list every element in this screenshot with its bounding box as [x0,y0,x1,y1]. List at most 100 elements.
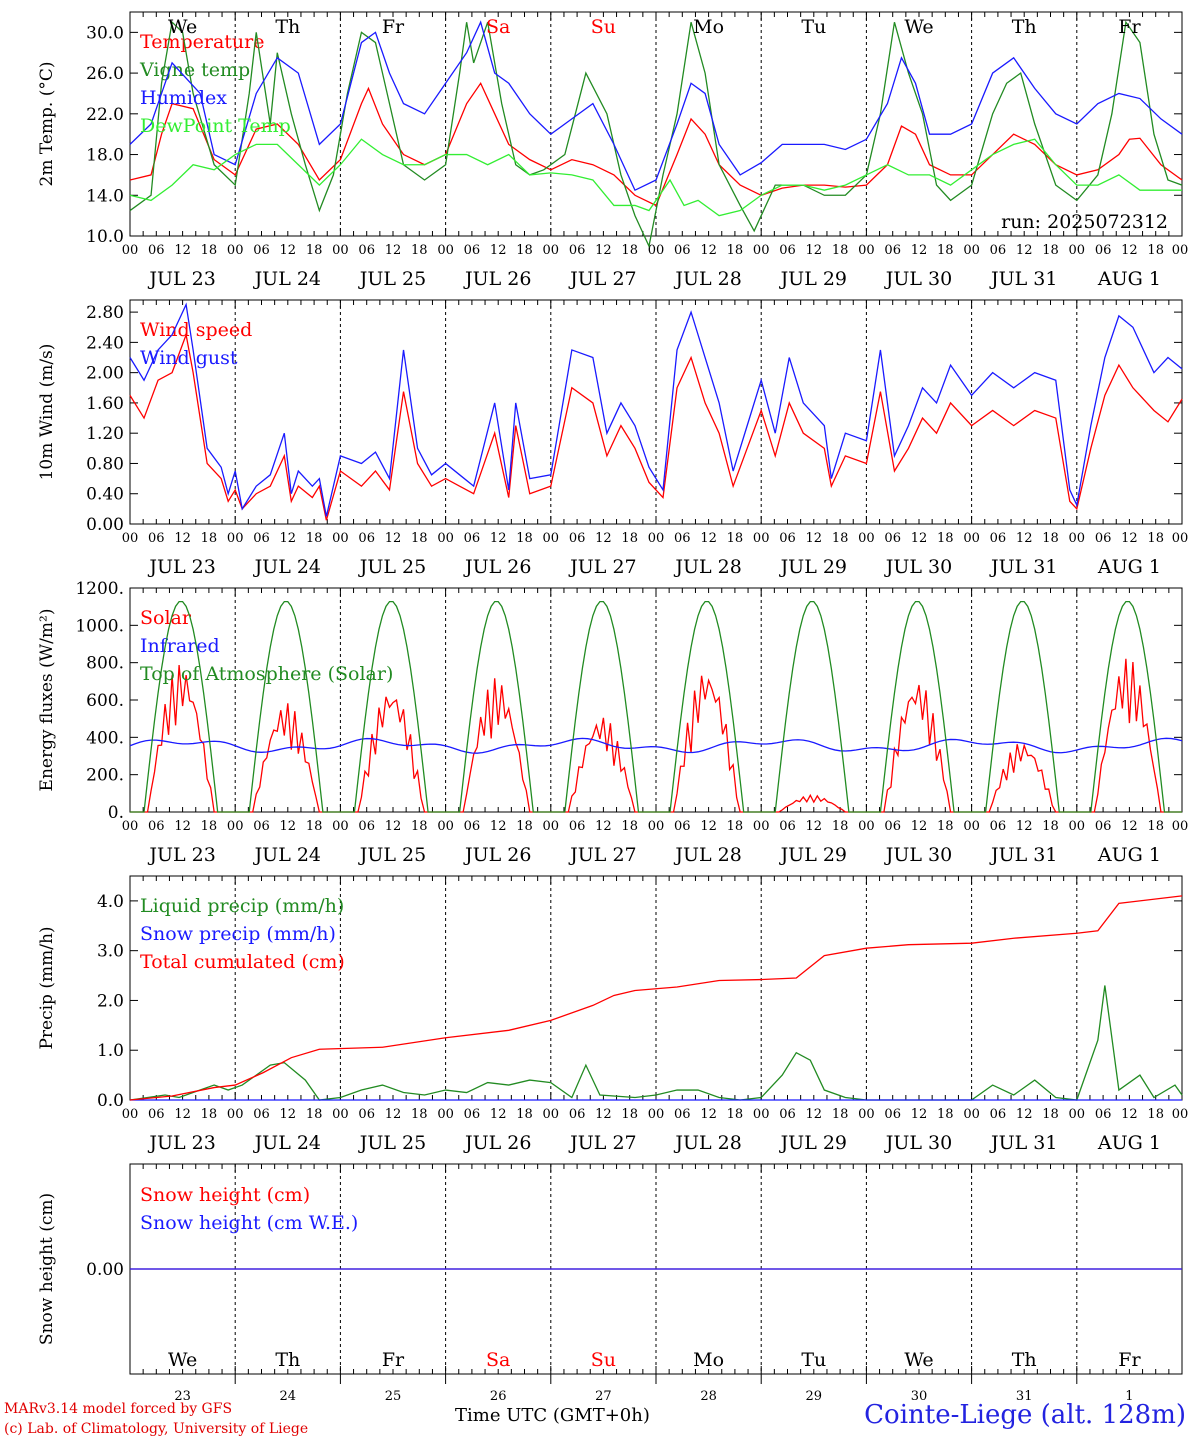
legend-entry: DewPoint Temp [140,115,291,137]
x-hour-label: 06 [990,819,1007,834]
x-hour-label: 18 [516,1107,533,1122]
x-date-label: JUL 24 [253,844,321,866]
legend-entry: Infrared [140,635,220,657]
x-hour-label: 12 [385,1107,402,1122]
series-line-top-of-atmosphere-solar- [130,601,1182,813]
x-hour-label: 00 [543,1107,560,1122]
x-date-label: JUL 27 [568,268,636,290]
x-hour-label: 18 [201,819,218,834]
x-hour-label: 06 [253,1107,270,1122]
x-hour-label: 00 [963,1107,980,1122]
day-name-bottom: Th [1012,1349,1037,1371]
x-date-label: JUL 28 [673,268,741,290]
x-hour-label: 18 [411,1107,428,1122]
x-hour-label: 06 [884,243,901,258]
x-date-label: JUL 30 [884,844,952,866]
x-hour-label: 12 [174,1107,191,1122]
day-number: 30 [911,1389,928,1404]
y-tick-label: 14.0 [86,186,124,206]
legend-entry: Temperature [140,31,264,53]
x-hour-label: 12 [595,243,612,258]
x-hour-label: 06 [884,1107,901,1122]
x-hour-label: 00 [122,531,139,546]
x-hour-label: 12 [1016,531,1033,546]
x-hour-label: 18 [1147,531,1164,546]
y-tick-label: 4.0 [97,892,124,912]
x-hour-label: 00 [648,1107,665,1122]
y-tick-label: 1000. [75,616,124,636]
x-hour-label: 00 [437,1107,454,1122]
day-name-top: We [904,16,933,38]
x-date-label: JUL 23 [147,556,215,578]
x-hour-label: 06 [990,531,1007,546]
x-date-label: JUL 31 [989,1132,1057,1154]
day-name-bottom: Su [591,1349,616,1371]
legend-entry: Vigne temp [139,59,250,81]
x-hour-label: 06 [674,243,691,258]
x-date-label: JUL 23 [147,1132,215,1154]
y-tick-label: 0.40 [86,485,124,505]
x-date-label: JUL 29 [779,844,847,866]
x-hour-label: 00 [1172,1107,1189,1122]
legend-entry: Solar [140,607,192,629]
legend-entry: Wind gust [140,347,238,369]
x-date-label: JUL 29 [779,1132,847,1154]
x-date-label: AUG 1 [1097,844,1161,866]
x-hour-label: 00 [753,1107,770,1122]
footer-credits: MARv3.14 model forced by GFS (c) Lab. of… [4,1399,308,1439]
plot-frame [129,587,1183,813]
x-hour-label: 18 [1147,819,1164,834]
x-hour-label: 00 [1069,819,1086,834]
x-hour-label: 06 [253,819,270,834]
series-line-wind-speed [129,332,1183,521]
x-hour-label: 18 [1042,1107,1059,1122]
x-hour-label: 12 [490,1107,507,1122]
x-hour-label: 18 [1042,531,1059,546]
legend-entry: Snow height (cm) [140,1184,310,1206]
y-tick-label: 0. [108,803,124,823]
x-hour-label: 12 [280,1107,297,1122]
y-tick-label: 1.0 [97,1041,124,1061]
y-tick-label: 10.0 [86,227,124,247]
x-hour-label: 00 [437,243,454,258]
x-date-label: JUL 30 [884,556,952,578]
x-hour-label: 06 [148,243,165,258]
x-hour-label: 00 [1172,819,1189,834]
x-hour-label: 18 [201,531,218,546]
y-tick-label: 0.80 [86,454,124,474]
y-tick-label: 18.0 [86,146,124,166]
x-hour-label: 06 [148,819,165,834]
x-hour-label: 12 [280,243,297,258]
x-hour-label: 12 [700,243,717,258]
x-hour-label: 00 [227,819,244,834]
x-hour-label: 12 [280,819,297,834]
x-date-label: AUG 1 [1097,268,1161,290]
x-hour-label: 06 [358,243,375,258]
run-label: run: 2025072312 [1001,211,1168,233]
x-hour-label: 18 [1042,243,1059,258]
legend-entry: Snow height (cm W.E.) [140,1212,358,1234]
x-hour-label: 00 [753,531,770,546]
x-hour-label: 12 [1121,819,1138,834]
x-hour-label: 18 [201,243,218,258]
y-tick-label: 600. [86,691,124,711]
x-hour-label: 12 [1121,531,1138,546]
day-number: 1 [1125,1389,1133,1404]
day-name-bottom: Th [275,1349,300,1371]
x-date-label: JUL 26 [463,556,531,578]
x-hour-label: 18 [306,1107,323,1122]
x-date-label: JUL 28 [673,1132,741,1154]
x-hour-label: 06 [674,819,691,834]
y-axis-title: 2m Temp. (°C) [37,61,57,186]
x-hour-label: 06 [990,243,1007,258]
x-hour-label: 06 [358,531,375,546]
x-hour-label: 12 [595,1107,612,1122]
x-date-label: JUL 26 [463,844,531,866]
y-tick-label: 0.00 [86,1260,124,1280]
x-hour-label: 18 [1042,819,1059,834]
x-hour-label: 00 [1069,531,1086,546]
y-tick-label: 2.80 [86,303,124,323]
x-hour-label: 18 [727,243,744,258]
x-date-label: JUL 27 [568,1132,636,1154]
x-date-label: JUL 24 [253,556,321,578]
